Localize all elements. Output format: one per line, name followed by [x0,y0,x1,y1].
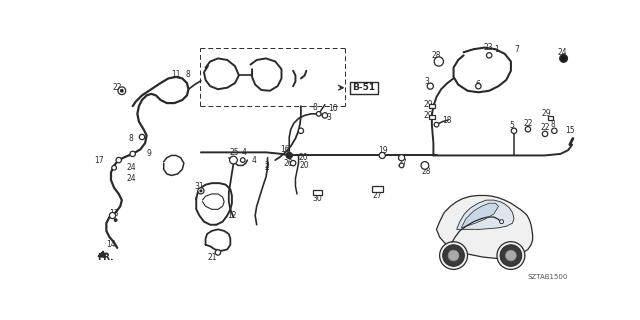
Circle shape [399,155,404,161]
Text: 8: 8 [129,134,134,143]
Circle shape [421,162,429,169]
Circle shape [440,242,467,269]
Text: 4: 4 [252,156,257,164]
Text: 13: 13 [109,210,119,219]
Text: 3: 3 [424,77,429,86]
Circle shape [434,57,444,66]
Circle shape [291,160,296,166]
Circle shape [443,245,465,266]
Text: 22: 22 [540,123,550,132]
Circle shape [434,122,439,127]
Bar [312,190,322,195]
Text: 2: 2 [264,161,269,170]
Circle shape [130,151,136,156]
Circle shape [109,212,116,219]
Bar [548,116,553,120]
Text: 20: 20 [300,161,309,170]
Text: 29: 29 [423,111,433,120]
Text: 1: 1 [494,45,499,54]
Circle shape [322,113,328,118]
Circle shape [497,242,525,269]
Circle shape [112,165,116,170]
Circle shape [511,128,516,133]
Circle shape [379,152,385,158]
Text: 24: 24 [557,48,567,57]
Text: 11: 11 [172,70,181,79]
Text: 3: 3 [326,113,332,122]
Circle shape [230,156,237,164]
Text: 14: 14 [106,240,116,249]
Text: 4: 4 [241,148,246,157]
Circle shape [542,131,548,137]
Bar [429,104,435,108]
Circle shape [552,128,557,133]
Circle shape [428,83,433,89]
Circle shape [500,245,522,266]
Text: 18: 18 [443,116,452,124]
Bar [429,115,435,119]
Circle shape [140,134,145,140]
Bar [372,186,383,192]
Circle shape [118,87,125,95]
Text: 8: 8 [312,103,317,112]
Circle shape [560,55,568,62]
Text: 25: 25 [230,148,239,157]
Circle shape [525,127,531,132]
Text: 6: 6 [476,80,480,89]
Circle shape [486,53,492,58]
Text: 29: 29 [542,109,552,118]
Text: 24: 24 [127,163,136,172]
Text: 20: 20 [298,153,308,162]
Text: B-51: B-51 [352,83,375,92]
Circle shape [286,152,292,158]
Polygon shape [461,203,499,228]
Text: 28: 28 [421,167,431,176]
Text: 7: 7 [514,45,519,54]
Text: 16: 16 [280,145,289,154]
Text: 5: 5 [509,121,514,130]
Text: 27: 27 [397,159,408,168]
Text: FR.: FR. [97,252,113,261]
Text: 8: 8 [550,120,555,129]
Text: 24: 24 [127,174,136,183]
Text: 15: 15 [565,126,575,135]
Text: 30: 30 [312,194,323,203]
Circle shape [116,157,122,163]
Text: 10: 10 [328,104,338,113]
Circle shape [298,128,303,133]
Circle shape [316,112,321,116]
Circle shape [476,84,481,89]
Circle shape [500,220,504,224]
Text: 17: 17 [94,156,104,164]
Text: 31: 31 [195,182,204,191]
Circle shape [241,158,245,162]
Circle shape [506,250,516,261]
Text: 12: 12 [227,211,237,220]
Text: 21: 21 [208,253,218,262]
Text: 27: 27 [373,191,383,200]
FancyBboxPatch shape [349,82,378,94]
Circle shape [448,250,459,261]
Circle shape [198,188,204,194]
Text: 22: 22 [524,119,532,128]
Circle shape [120,89,124,93]
Text: 28: 28 [431,51,440,60]
Polygon shape [436,196,532,259]
Text: 9: 9 [147,149,152,158]
Circle shape [215,250,221,255]
Circle shape [199,189,202,192]
Text: 26: 26 [283,159,292,168]
Text: 2: 2 [264,163,269,172]
Text: 23: 23 [483,43,493,52]
Text: 29: 29 [423,100,433,109]
Text: 8: 8 [186,70,190,79]
Text: SZTAB1500: SZTAB1500 [528,274,568,280]
Circle shape [114,218,118,222]
Circle shape [399,163,404,168]
Circle shape [560,55,568,62]
Polygon shape [457,200,514,229]
Text: 19: 19 [378,146,388,155]
Text: 22: 22 [113,83,122,92]
